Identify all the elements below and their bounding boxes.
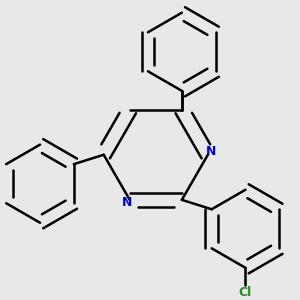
Text: Cl: Cl	[239, 286, 252, 299]
Text: N: N	[206, 146, 216, 158]
Text: N: N	[122, 196, 132, 209]
